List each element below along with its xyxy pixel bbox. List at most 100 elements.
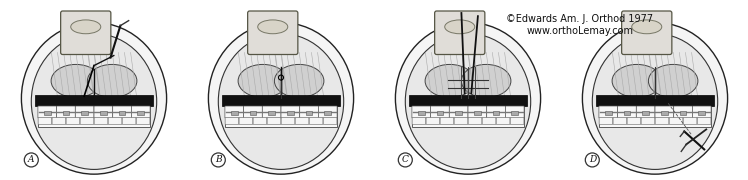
FancyBboxPatch shape <box>94 106 113 118</box>
Bar <box>456 111 462 115</box>
Bar <box>221 95 340 105</box>
Bar <box>100 111 107 115</box>
Bar <box>643 111 649 115</box>
FancyBboxPatch shape <box>487 106 506 118</box>
Ellipse shape <box>275 64 324 97</box>
FancyBboxPatch shape <box>319 106 337 118</box>
FancyBboxPatch shape <box>683 118 697 124</box>
Bar <box>231 111 238 115</box>
FancyBboxPatch shape <box>263 106 281 118</box>
FancyBboxPatch shape <box>239 118 253 124</box>
Text: A: A <box>28 156 34 165</box>
FancyBboxPatch shape <box>426 118 440 124</box>
FancyBboxPatch shape <box>454 118 468 124</box>
Bar <box>44 111 51 115</box>
Bar <box>599 105 711 127</box>
Bar <box>225 105 337 127</box>
Ellipse shape <box>405 33 530 169</box>
FancyBboxPatch shape <box>248 11 298 55</box>
FancyBboxPatch shape <box>618 106 637 118</box>
FancyBboxPatch shape <box>641 118 654 124</box>
Bar <box>250 111 257 115</box>
Ellipse shape <box>445 20 475 34</box>
FancyBboxPatch shape <box>225 106 244 118</box>
Bar <box>493 111 500 115</box>
Ellipse shape <box>612 64 661 97</box>
FancyBboxPatch shape <box>113 106 132 118</box>
Bar <box>269 111 275 115</box>
FancyBboxPatch shape <box>599 106 618 118</box>
FancyBboxPatch shape <box>669 118 683 124</box>
FancyBboxPatch shape <box>66 118 80 124</box>
FancyBboxPatch shape <box>637 106 655 118</box>
Bar <box>699 111 705 115</box>
FancyBboxPatch shape <box>225 118 239 124</box>
FancyBboxPatch shape <box>136 118 150 124</box>
Ellipse shape <box>258 20 288 34</box>
FancyBboxPatch shape <box>674 106 693 118</box>
FancyBboxPatch shape <box>309 118 323 124</box>
FancyBboxPatch shape <box>94 118 108 124</box>
Ellipse shape <box>218 33 343 169</box>
Circle shape <box>24 153 38 167</box>
Bar <box>82 111 88 115</box>
FancyBboxPatch shape <box>76 106 94 118</box>
Ellipse shape <box>396 22 541 174</box>
FancyBboxPatch shape <box>506 106 524 118</box>
Bar <box>595 95 714 105</box>
Ellipse shape <box>31 33 156 169</box>
Bar <box>605 111 612 115</box>
Circle shape <box>398 153 412 167</box>
FancyBboxPatch shape <box>412 106 431 118</box>
FancyBboxPatch shape <box>627 118 641 124</box>
FancyBboxPatch shape <box>253 118 267 124</box>
Bar <box>661 111 668 115</box>
Bar <box>287 111 294 115</box>
FancyBboxPatch shape <box>468 118 482 124</box>
FancyBboxPatch shape <box>80 118 94 124</box>
Bar <box>412 105 524 127</box>
FancyBboxPatch shape <box>496 118 510 124</box>
Circle shape <box>211 153 225 167</box>
Ellipse shape <box>425 64 474 97</box>
FancyBboxPatch shape <box>622 11 672 55</box>
FancyBboxPatch shape <box>52 118 66 124</box>
FancyBboxPatch shape <box>281 118 295 124</box>
FancyBboxPatch shape <box>295 118 309 124</box>
FancyBboxPatch shape <box>323 118 337 124</box>
Ellipse shape <box>51 64 100 97</box>
FancyBboxPatch shape <box>38 118 52 124</box>
FancyBboxPatch shape <box>38 106 57 118</box>
FancyBboxPatch shape <box>108 118 122 124</box>
Ellipse shape <box>88 64 137 97</box>
Bar <box>34 95 153 105</box>
FancyBboxPatch shape <box>431 106 450 118</box>
Ellipse shape <box>238 64 287 97</box>
FancyBboxPatch shape <box>267 118 280 124</box>
Ellipse shape <box>462 64 511 97</box>
Text: D: D <box>589 156 596 165</box>
FancyBboxPatch shape <box>599 118 613 124</box>
FancyBboxPatch shape <box>412 118 426 124</box>
FancyBboxPatch shape <box>693 106 711 118</box>
FancyBboxPatch shape <box>510 118 524 124</box>
FancyBboxPatch shape <box>122 118 136 124</box>
Bar <box>138 111 144 115</box>
Ellipse shape <box>592 33 717 169</box>
Bar <box>437 111 444 115</box>
FancyBboxPatch shape <box>440 118 454 124</box>
FancyBboxPatch shape <box>482 118 496 124</box>
Bar <box>63 111 70 115</box>
FancyBboxPatch shape <box>57 106 76 118</box>
FancyBboxPatch shape <box>435 11 485 55</box>
Text: C: C <box>402 156 408 165</box>
Text: www.orthoLemay.com: www.orthoLemay.com <box>527 26 634 36</box>
FancyBboxPatch shape <box>613 118 627 124</box>
FancyBboxPatch shape <box>450 106 468 118</box>
Text: ©Edwards Am. J. Orthod 1977: ©Edwards Am. J. Orthod 1977 <box>506 14 654 24</box>
Bar <box>624 111 631 115</box>
FancyBboxPatch shape <box>132 106 150 118</box>
Ellipse shape <box>22 22 167 174</box>
Text: B: B <box>215 156 221 165</box>
Bar <box>408 95 527 105</box>
